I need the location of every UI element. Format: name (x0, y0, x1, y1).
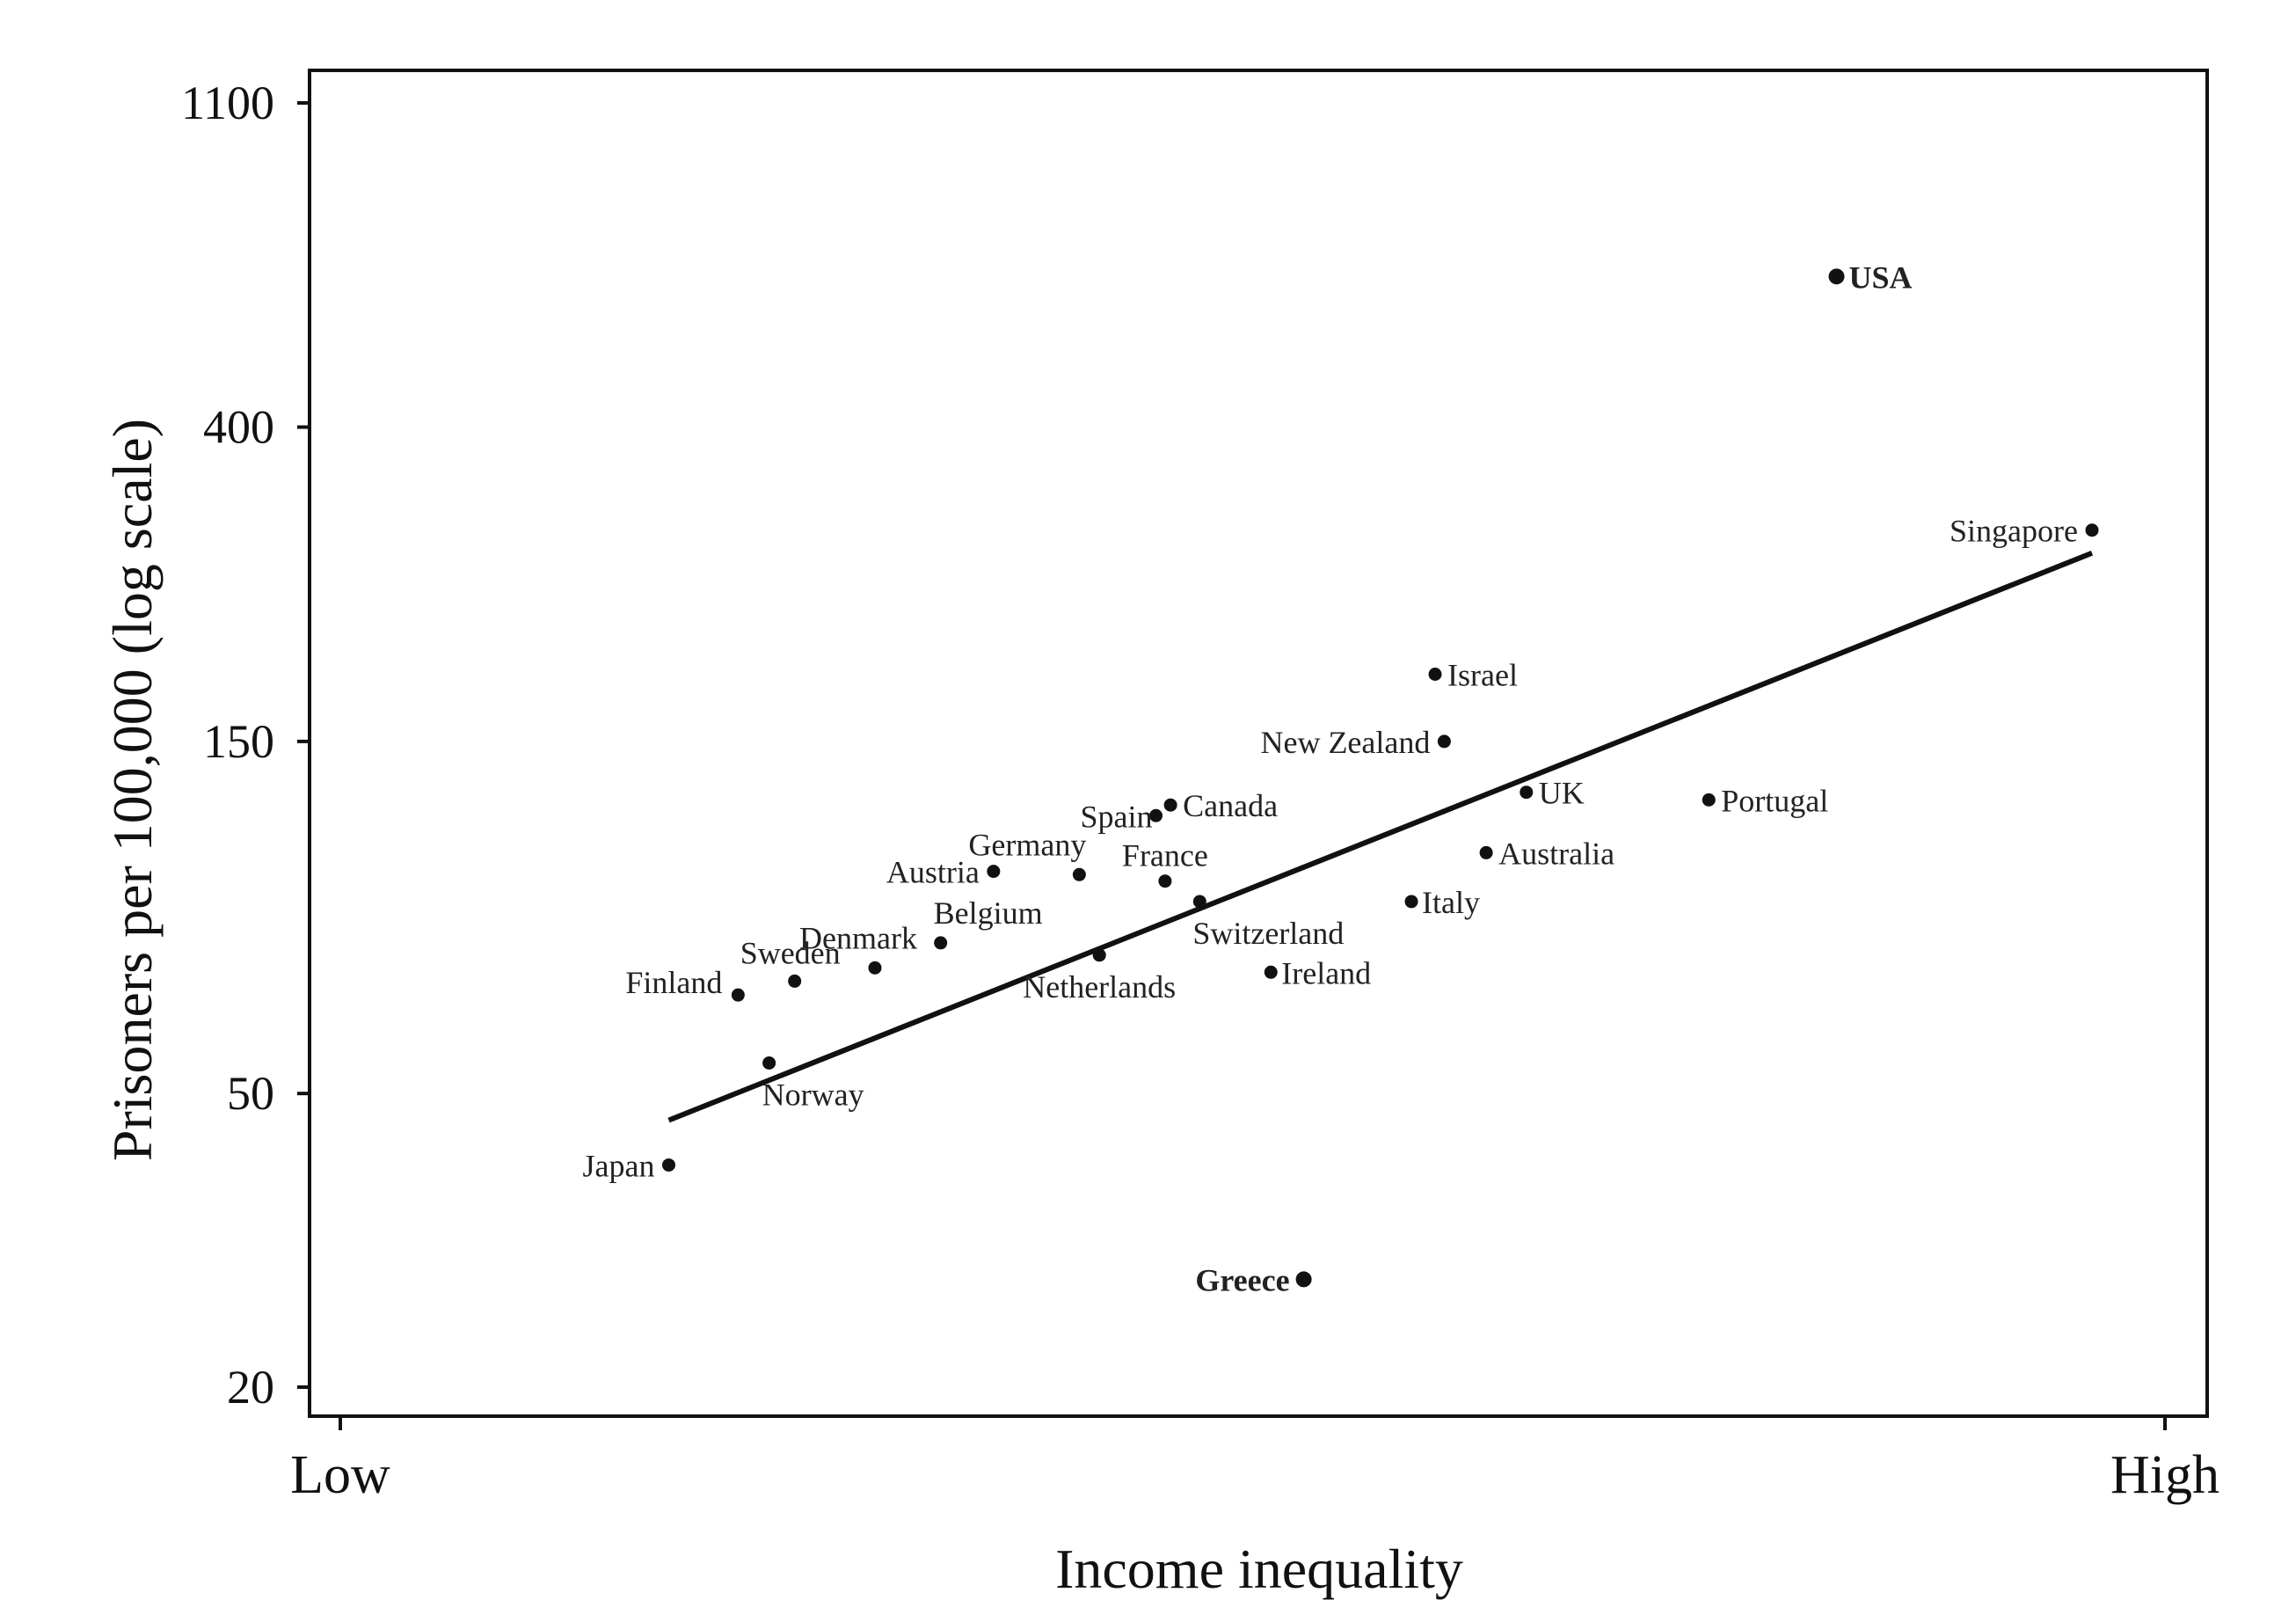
point-label: Belgium (934, 895, 1043, 931)
point-label: Sweden (740, 935, 841, 970)
x-tick-label: Low (290, 1445, 390, 1505)
data-point (1479, 845, 1493, 859)
trend-line (667, 550, 2094, 1123)
data-point (1828, 268, 1845, 285)
point-label: Israel (1447, 657, 1518, 692)
data-point (788, 974, 802, 988)
point-label: Spain (1081, 799, 1153, 834)
x-tick-label: High (2110, 1445, 2219, 1505)
data-point (1192, 895, 1206, 909)
data-point (662, 1158, 675, 1172)
data-point (1295, 1271, 1312, 1288)
y-axis: 20 50 150 400 1100 (181, 77, 310, 1414)
y-tick-label: 1100 (181, 77, 274, 129)
y-axis-title: Prisoners per 100,000 (log scale) (101, 419, 164, 1161)
point-label: Italy (1422, 885, 1480, 920)
point-label: Japan (583, 1148, 655, 1183)
point-label: UK (1539, 776, 1585, 811)
data-point (1520, 785, 1534, 800)
data-point (1163, 798, 1177, 812)
y-tick-label: 50 (227, 1067, 274, 1120)
data-point (2085, 523, 2099, 537)
data-point (1072, 867, 1086, 881)
data-point (762, 1056, 776, 1070)
data-point (1702, 793, 1716, 807)
point-label: Finland (625, 965, 722, 1000)
data-point (731, 988, 745, 1002)
y-tick-label: 20 (227, 1361, 274, 1414)
point-label: Canada (1183, 788, 1278, 823)
plot-frame (308, 69, 2209, 1418)
data-point (1404, 895, 1418, 909)
data-point (1428, 667, 1442, 681)
point-label: New Zealand (1260, 725, 1430, 760)
point-label: USA (1849, 259, 1913, 295)
data-point (868, 961, 882, 975)
point-label: Norway (762, 1077, 864, 1112)
point-label: Germany (968, 827, 1086, 862)
x-axis: Low High (290, 1416, 2219, 1505)
point-label: Denmark (799, 920, 917, 955)
data-point (1437, 734, 1451, 749)
point-label: France (1122, 838, 1208, 873)
data-point (1264, 965, 1278, 979)
y-tick-label: 400 (203, 401, 274, 454)
data-points: USA Singapore Israel New Zealand UK Portugal C… (583, 259, 2099, 1297)
point-label: Singapore (1950, 514, 2078, 549)
data-point (987, 865, 1001, 879)
point-label: Australia (1498, 836, 1614, 871)
data-point (1149, 808, 1163, 822)
point-label: Portugal (1721, 783, 1828, 818)
data-point (1092, 948, 1106, 962)
point-label: Switzerland (1192, 916, 1344, 951)
data-point (1158, 874, 1172, 888)
point-label: Ireland (1281, 955, 1371, 990)
data-point (934, 936, 948, 950)
point-label: Netherlands (1023, 969, 1176, 1005)
y-tick-label: 150 (203, 715, 274, 768)
point-label: Austria (886, 855, 980, 890)
x-axis-title: Income inequality (1055, 1538, 1463, 1600)
point-label: Greece (1195, 1262, 1289, 1297)
